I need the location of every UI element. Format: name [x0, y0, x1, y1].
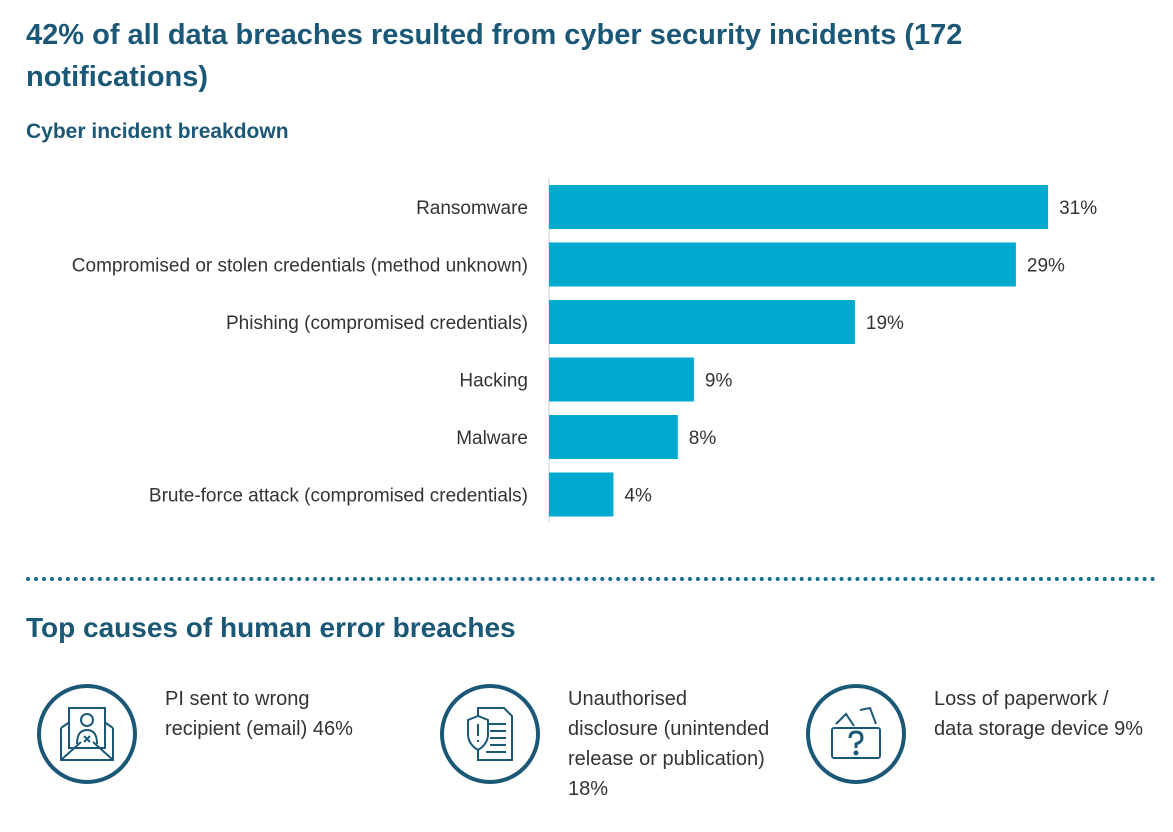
category-label: Brute-force attack (compromised credenti…: [149, 486, 528, 507]
category-label: Hacking: [459, 371, 528, 392]
email-recipient-icon: [37, 684, 137, 784]
bar: [549, 357, 694, 402]
bar: [549, 472, 614, 517]
bar: [549, 300, 855, 344]
category-label: Ransomware: [416, 198, 528, 219]
value-label: 29%: [1027, 256, 1065, 277]
document-shield-icon: [440, 684, 540, 784]
bar: [549, 242, 1016, 287]
bar-chart: Ransomware 31% Compromised or stolen crede…: [72, 178, 1097, 522]
page-title: 42% of all data breaches resulted from c…: [26, 19, 963, 93]
cause-text: PI sent to wrong recipient (email) 46%: [165, 688, 353, 740]
value-label: 8%: [689, 428, 717, 449]
value-label: 19%: [866, 313, 904, 334]
cause-text: Loss of paperwork / data storage device …: [934, 688, 1144, 740]
category-label: Compromised or stolen credentials (metho…: [72, 256, 528, 277]
cause-item: Unauthorised disclosure (unintended rele…: [440, 684, 778, 804]
divider: [26, 577, 1156, 581]
cause-item: Loss of paperwork / data storage device …: [806, 684, 1144, 784]
section-heading: Top causes of human error breaches: [26, 612, 516, 643]
value-label: 4%: [624, 486, 652, 507]
bar: [549, 415, 678, 459]
value-label: 9%: [705, 371, 733, 392]
value-label: 31%: [1059, 198, 1097, 219]
cause-text: Unauthorised disclosure (unintended rele…: [568, 688, 770, 800]
lost-folder-icon: [806, 684, 906, 784]
cause-item: PI sent to wrong recipient (email) 46%: [37, 684, 385, 784]
bar: [549, 185, 1049, 229]
category-label: Phishing (compromised credentials): [226, 313, 528, 334]
category-label: Malware: [456, 428, 528, 449]
chart-title: Cyber incident breakdown: [26, 120, 289, 143]
